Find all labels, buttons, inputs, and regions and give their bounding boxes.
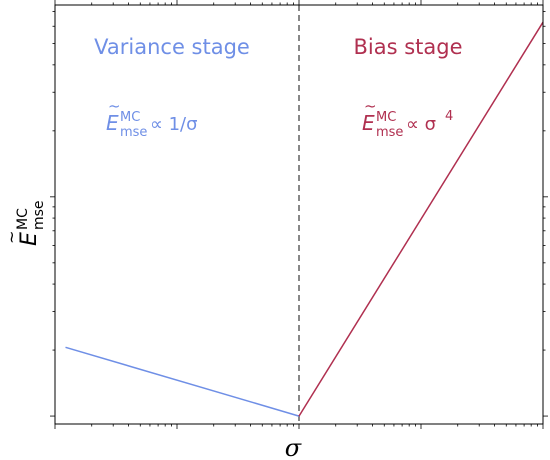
variance-formula-relation: ∝ 1/σ: [150, 114, 198, 135]
bias-formula-tilde: ~: [364, 97, 377, 115]
variance-formula-sub: mse: [120, 125, 147, 140]
series-line-variance-stage: [65, 346, 300, 417]
y-axis-label: E ~ MC mse: [2, 200, 47, 246]
variance-formula-sup: MC: [120, 110, 140, 125]
bias-formula-relation: ∝ σ: [406, 114, 436, 135]
y-axis-label-base: E: [17, 232, 42, 246]
x-tick-marks: [54, 0, 544, 429]
y-axis-label-sup: MC: [15, 208, 31, 230]
bias-stage-title: Bias stage: [353, 35, 462, 59]
bias-formula-sub: mse: [376, 125, 403, 140]
variance-formula-base: E: [106, 111, 119, 135]
variance-stage-title: Variance stage: [94, 35, 250, 59]
x-axis-label: σ: [285, 434, 302, 460]
y-axis-label-sub: mse: [31, 200, 47, 230]
y-axis-label-tilde: ~: [2, 231, 21, 244]
variance-formula: E ~ MC mse ∝ 1/σ: [106, 97, 198, 140]
bias-formula-sup: MC: [376, 110, 396, 125]
variance-formula-tilde: ~: [108, 97, 121, 115]
bias-formula-power: 4: [445, 109, 453, 124]
bias-formula: E ~ MC mse ∝ σ 4: [362, 97, 453, 140]
plot-area: [54, 4, 544, 425]
bias-formula-base: E: [362, 111, 375, 135]
series-line-bias-stage: [298, 21, 544, 417]
